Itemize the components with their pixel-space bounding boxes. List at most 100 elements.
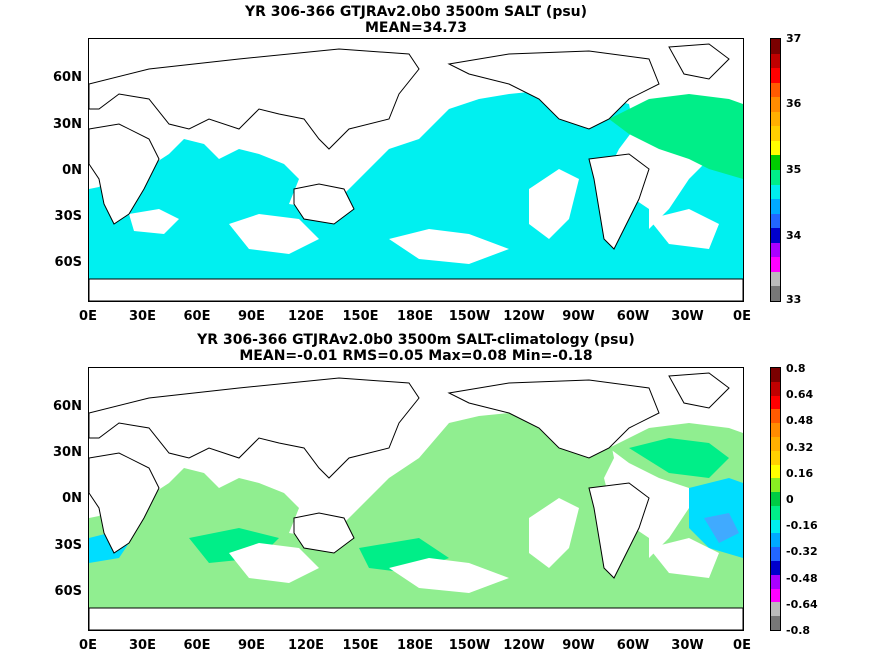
top-africa-land — [89, 123, 160, 225]
bottom-xtick-9: 90W — [562, 638, 595, 653]
top-chart-subtitle: MEAN=34.73 — [364, 20, 468, 36]
bottom-cbar-label-6: -0.16 — [786, 519, 818, 533]
top-colorbar-segment — [771, 228, 780, 244]
top-north-america-land — [447, 50, 660, 130]
bottom-landmasses — [89, 372, 743, 630]
bottom-xtick-5: 150E — [342, 638, 379, 653]
bottom-colorbar-segment — [771, 395, 780, 410]
bottom-xtick-7: 150W — [448, 638, 491, 653]
top-xtick-9: 90W — [562, 309, 595, 324]
bottom-xtick-0: 0E — [79, 638, 97, 653]
bottom-colorbar-segment — [771, 368, 780, 383]
top-ridge-gap-4 — [649, 209, 719, 249]
bottom-ridge-gap-3 — [529, 498, 579, 568]
top-xtick-6: 180E — [396, 309, 434, 324]
top-colorbar-segment — [771, 242, 780, 258]
bottom-colorbar-segment — [771, 616, 780, 631]
top-colorbar-segment — [771, 257, 780, 273]
bottom-ytick-60n: 60N — [53, 399, 82, 414]
top-cbar-label-34: 34 — [786, 229, 802, 242]
bottom-xtick-3: 90E — [238, 638, 265, 653]
bottom-colorbar-segment — [771, 547, 780, 562]
top-colorbar-segment — [771, 82, 780, 98]
bottom-cbar-label-7: -0.32 — [786, 545, 818, 559]
top-ytick-60n: 60N — [53, 70, 82, 85]
top-ridge-gap-1 — [229, 214, 319, 254]
bottom-colorbar-segment — [771, 436, 780, 452]
top-ridge-gap-2 — [389, 229, 509, 264]
bottom-north-america-land — [447, 379, 660, 459]
bottom-xtick-4: 120E — [287, 638, 325, 653]
bottom-colorbar-segment — [771, 450, 780, 466]
top-xtick-1: 30E — [129, 309, 156, 324]
bottom-colorbar — [770, 367, 781, 631]
bottom-colorbar-segment — [771, 409, 780, 424]
top-xtick-12: 0E — [733, 309, 751, 324]
bottom-negative-patch-3 — [704, 513, 739, 543]
top-australia-land — [293, 183, 355, 225]
bottom-colorbar-segment — [771, 574, 780, 590]
bottom-australia-land — [293, 512, 355, 554]
top-cbar-label-35: 35 — [786, 163, 802, 176]
top-ytick-60s: 60S — [54, 255, 82, 270]
top-colorbar-segment — [771, 140, 780, 156]
top-eurasia-land — [89, 48, 420, 150]
bottom-xtick-11: 30W — [671, 638, 704, 653]
bottom-green-patch-1 — [629, 438, 729, 478]
top-cbar-label-36: 36 — [786, 97, 802, 110]
top-atlantic-field — [609, 94, 743, 179]
top-xtick-3: 90E — [238, 309, 265, 324]
top-antarctica-land — [89, 278, 743, 301]
top-landmasses — [89, 43, 743, 301]
bottom-cbar-label-2: 0.48 — [786, 414, 814, 428]
bottom-cbar-label-8: -0.48 — [786, 571, 818, 585]
top-colorbar-segment — [771, 155, 780, 171]
bottom-antarctica-land — [89, 607, 743, 630]
bottom-colorbar-segment — [771, 464, 780, 479]
top-colorbar-segment — [771, 39, 780, 55]
bottom-cbar-label-0: 0.8 — [786, 362, 806, 375]
bottom-ytick-0n: 0N — [62, 491, 82, 506]
top-colorbar-segment — [771, 68, 780, 84]
bottom-xtick-6: 180E — [396, 638, 434, 653]
top-colorbar-segment — [771, 126, 780, 142]
bottom-xtick-1: 30E — [129, 638, 156, 653]
bottom-colorbar-segment — [771, 561, 780, 576]
top-xtick-2: 60E — [183, 309, 211, 324]
bottom-cbar-label-4: 0.16 — [786, 466, 814, 480]
top-ridge-gap-3 — [529, 169, 579, 239]
bottom-xtick-10: 60W — [616, 638, 650, 653]
top-colorbar-segment — [771, 97, 780, 113]
bottom-colorbar-segment — [771, 423, 780, 438]
bottom-ridge-gap-4 — [649, 538, 719, 578]
top-ytick-30s: 30S — [54, 209, 82, 224]
top-colorbar-segment — [771, 199, 780, 215]
bottom-colorbar-segment — [771, 519, 780, 534]
top-cbar-label-37: 37 — [786, 32, 802, 45]
top-xtick-7: 150W — [448, 309, 491, 324]
bottom-ytick-30n: 30N — [53, 445, 82, 460]
top-ytick-0n: 0N — [62, 163, 82, 178]
top-map-svg — [89, 39, 743, 301]
top-greenland-land — [668, 43, 730, 80]
top-colorbar-segment — [771, 53, 780, 69]
top-chart-title: YR 306-366 GTJRAv2.0b0 3500m SALT (psu) — [244, 4, 588, 20]
top-xtick-11: 30W — [671, 309, 704, 324]
bottom-xtick-8: 120W — [503, 638, 545, 653]
top-xtick-10: 60W — [616, 309, 650, 324]
bottom-map-panel — [88, 367, 744, 631]
bottom-xtick-12: 0E — [733, 638, 751, 653]
top-colorbar-segment — [771, 170, 780, 186]
bottom-ridge-gap-1 — [229, 543, 319, 583]
top-xtick-0: 0E — [79, 309, 97, 324]
top-xtick-8: 120W — [503, 309, 545, 324]
bottom-colorbar-segment — [771, 602, 780, 617]
top-colorbar-segment — [771, 213, 780, 229]
bottom-colorbar-segment — [771, 505, 780, 521]
bottom-colorbar-segment — [771, 588, 780, 603]
top-colorbar-segment — [771, 271, 780, 287]
bottom-eurasia-land — [89, 377, 420, 479]
bottom-cbar-label-10: -0.8 — [786, 624, 811, 637]
bottom-cbar-label-9: -0.64 — [786, 597, 818, 611]
top-colorbar — [770, 38, 781, 302]
